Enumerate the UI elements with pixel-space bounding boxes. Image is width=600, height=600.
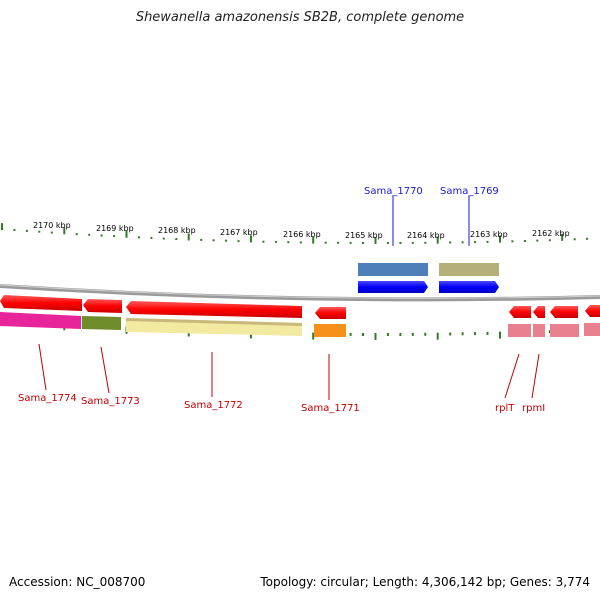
gene-bar-sama-1771[interactable] <box>314 324 346 337</box>
gene-label-sama-1770[interactable]: Sama_1770 <box>364 186 423 197</box>
gene-bar-rplT[interactable] <box>508 324 531 337</box>
gene-bar-sama-1773[interactable] <box>82 316 121 330</box>
gene-arrow-unlabeled-1[interactable] <box>550 306 578 318</box>
gene-arrow-rplT[interactable] <box>509 306 531 318</box>
gene-arrow-sama-1771[interactable] <box>315 307 346 319</box>
gene-bar-rpmI[interactable] <box>533 324 545 337</box>
gene-bar-sama-1772-edge <box>126 318 302 326</box>
genome-summary-text: Topology: circular; Length: 4,306,142 bp… <box>260 575 590 589</box>
genome-backbone-highlight <box>0 284 600 299</box>
gene-bar-sama-1770[interactable] <box>358 263 428 276</box>
leader-sama-1774 <box>38 343 47 391</box>
kbp-label-2164: 2164 kbp <box>407 231 445 240</box>
gene-label-rplT[interactable]: rplT <box>495 403 515 414</box>
gene-label-sama-1772[interactable]: Sama_1772 <box>184 400 243 411</box>
gene-label-sama-1769[interactable]: Sama_1769 <box>440 186 499 197</box>
leader-rpmI <box>531 353 540 399</box>
gene-bar-unlabeled-2[interactable] <box>584 323 600 336</box>
map-title: Shewanella amazonensis SB2B, complete ge… <box>135 10 465 25</box>
gene-arrow-rpmI[interactable] <box>533 306 545 318</box>
kbp-label-2170: 2170 kbp <box>33 221 71 230</box>
kbp-label-2165: 2165 kbp <box>345 231 383 240</box>
gene-arrow-sama-1772[interactable] <box>126 301 302 318</box>
kbp-label-2163: 2163 kbp <box>470 230 508 239</box>
gene-bar-unlabeled-1[interactable] <box>550 324 579 337</box>
gene-bar-sama-1769[interactable] <box>439 263 499 276</box>
gene-label-sama-1774[interactable]: Sama_1774 <box>18 393 77 404</box>
gene-label-rpmI[interactable]: rpmI <box>522 403 545 414</box>
kbp-label-2169: 2169 kbp <box>96 224 134 233</box>
gene-arrow-sama-1774[interactable] <box>0 295 82 311</box>
gene-arrow-sama-1770[interactable] <box>358 281 428 293</box>
kbp-label-2166: 2166 kbp <box>283 230 321 239</box>
leader-rplT <box>504 353 520 399</box>
gene-arrow-sama-1769[interactable] <box>439 281 499 293</box>
gene-arrow-unlabeled-2[interactable] <box>585 305 600 317</box>
gene-bar-sama-1774[interactable] <box>0 312 81 329</box>
gene-arrow-sama-1773[interactable] <box>83 299 122 313</box>
kbp-label-2162: 2162 kbp <box>532 229 570 238</box>
gene-label-sama-1773[interactable]: Sama_1773 <box>81 396 140 407</box>
kbp-label-2167: 2167 kbp <box>220 228 258 237</box>
gene-label-sama-1771[interactable]: Sama_1771 <box>301 403 360 414</box>
kbp-label-2168: 2168 kbp <box>158 226 196 235</box>
kbp-tick-row-top <box>1 223 589 244</box>
genome-backbone <box>0 284 600 302</box>
leader-sama-1773 <box>100 346 110 394</box>
accession-text: Accession: NC_008700 <box>9 575 146 589</box>
